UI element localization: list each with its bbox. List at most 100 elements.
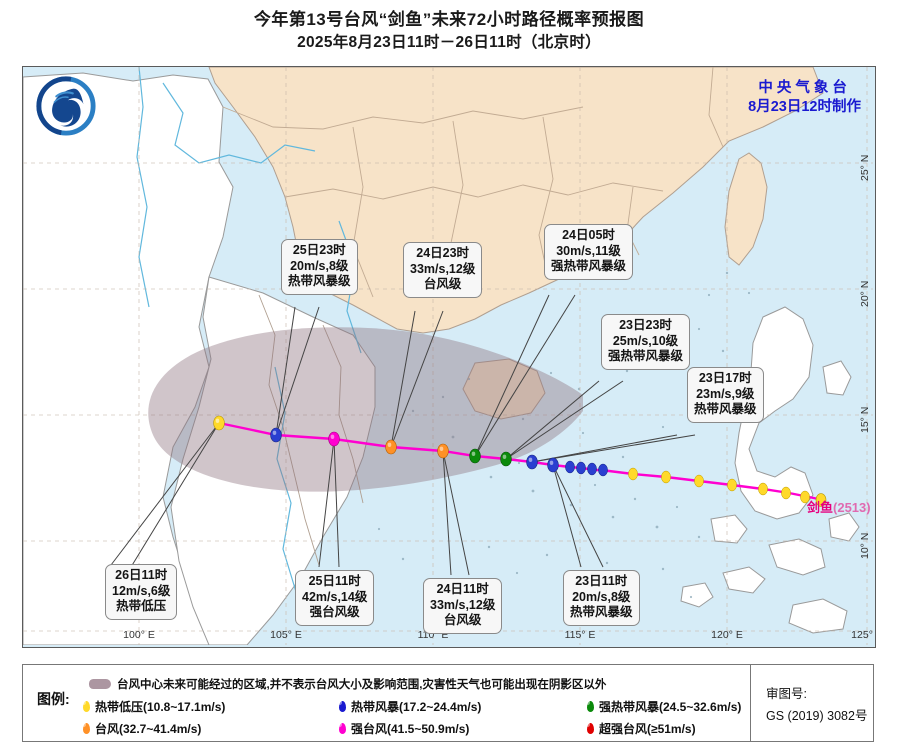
past-marker-td [694,474,704,488]
taiwan-island [724,152,768,266]
forecast-callout-25日11时: 25日11时 42m/s,14级 强台风级 [295,570,375,626]
legend-marker-icon [338,721,346,734]
callout-time: 24日05时 [562,228,615,242]
track-marker-26日11时 [213,415,225,431]
callout-wind: 20m/s,8级 [290,258,349,273]
legend-cone-row: 台风中心未来可能经过的区域,并不表示台风大小及影响范围,灾害性天气也可能出现在阴… [89,673,606,695]
callout-grade: 热带风暴级 [694,402,757,416]
lon-tick-label: 115° E [564,629,596,641]
track-marker-24日23时 [385,439,397,455]
legend-cone-text: 台风中心未来可能经过的区域,并不表示台风大小及影响范围,灾害性天气也可能出现在阴… [117,679,607,691]
storm-name-label: 剑鱼(2513) [807,497,871,516]
legend-item: 台风(32.7~41.4m/s) [82,720,339,737]
callout-grade: 台风级 [423,277,462,291]
typhoon-track-map[interactable]: 中央气象台 8月23日12时制作 剑鱼(2513) 25日23时 20m/s,8级… [22,66,876,648]
forecast-callout-25日23时: 25日23时 20m/s,8级 热带风暴级 [281,239,358,295]
agency-name: 中央气象台 [758,80,851,96]
forecast-callout-23日17时: 23日17时 23m/s,9级 热带风暴级 [687,367,764,423]
legend-right-section: 审图号: GS (2019) 3082号 [752,665,873,741]
observed-track-markers [565,460,827,507]
page-title: 今年第13号台风“剑鱼”未来72小时路径概率预报图 2025年8月23日11时－… [0,8,898,54]
legend-item-label: 强热带风暴(24.5~32.6m/s) [599,699,742,714]
cone-swatch-icon [89,679,111,689]
legend-marker-icon [586,699,594,712]
map-canvas [23,67,873,645]
storm-name-text: 剑鱼 [807,500,834,515]
legend-item: 强热带风暴(24.5~32.6m/s) [586,698,843,715]
lat-tick-label: 15° N [859,406,871,433]
callout-wind: 12m/s,6级 [112,583,171,598]
callout-time: 25日23时 [292,243,346,257]
legend-marker-icon [586,721,594,734]
indochina-landmass [170,276,376,645]
callout-wind: 23m/s,9级 [696,386,755,401]
past-marker-td [781,486,791,500]
lon-tick-label: 100° E [123,629,155,641]
callout-time: 26日11时 [115,568,168,582]
legend-item-label: 超强台风(≥51m/s) [599,721,696,736]
past-marker-current [815,493,827,507]
track-marker-25日23时 [270,427,282,443]
legend-marker-icon [338,699,346,712]
past-marker-ts [576,461,586,475]
track-marker-23日11时 [547,457,559,473]
past-marker-td [628,467,638,481]
title-main-line: 今年第13号台风“剑鱼”未来72小时路径概率预报图 [253,10,645,29]
legend-item: 热带风暴(17.2~24.4m/s) [338,698,587,715]
callout-wind: 33m/s,12级 [430,597,496,612]
lat-tick-label: 20° N [859,280,871,307]
forecast-callout-23日11时: 23日11时 20m/s,8级 热带风暴级 [563,570,640,626]
lon-tick-label: 120° E [711,629,743,641]
approval-number-value: GS (2019) 3082号 [766,709,868,723]
legend-item-label: 台风(32.7~41.4m/s) [95,721,202,736]
philippines-islands [680,306,860,634]
track-marker-23日23时 [500,451,512,467]
callout-grade: 强热带风暴级 [608,349,684,363]
forecast-track-markers [213,415,559,473]
forecast-callout-24日05时: 24日05时 30m/s,11级 强热带风暴级 [544,224,634,280]
callout-time: 23日23时 [619,318,672,332]
callout-grade: 热带低压 [116,599,167,613]
past-marker-ts [587,462,597,476]
forecast-callout-24日11时: 24日11时 33m/s,12级 台风级 [423,578,503,634]
track-marker-24日11时 [437,443,449,459]
past-marker-td [800,490,810,504]
callout-wind: 33m/s,12级 [410,261,476,276]
lon-tick-label: 105° E [270,629,302,641]
callout-time: 25日11时 [308,574,361,588]
legend-item: 超强台风(≥51m/s) [586,720,843,737]
track-marker-25日11时 [328,431,340,447]
callout-wind: 20m/s,8级 [572,589,631,604]
legend-marker-icon [82,721,90,734]
track-marker-24日05时 [469,448,481,464]
hainan-island [462,358,546,420]
track-marker-23日17时 [526,454,538,470]
callout-grade: 强台风级 [309,605,360,619]
callout-time: 23日17时 [698,371,752,385]
past-marker-td [727,478,737,492]
forecast-callout-26日11时: 26日11时 12m/s,6级 热带低压 [105,564,178,620]
legend-item: 热带低压(10.8~17.1m/s) [82,698,339,715]
callout-wind: 30m/s,11级 [556,243,621,258]
callout-time: 24日23时 [416,246,470,260]
forecast-callout-24日23时: 24日23时 33m/s,12级 台风级 [403,242,483,298]
lat-tick-label: 10° N [859,532,871,559]
legend-panel: 图例: 台风中心未来可能经过的区域,并不表示台风大小及影响范围,灾害性天气也可能… [22,664,874,742]
title-sub-line: 2025年8月23日11时－26日11时（北京时） [297,34,601,51]
callout-leader-lines [110,294,696,576]
callout-wind: 42m/s,14级 [302,589,368,604]
legend-items-grid: 热带低压(10.8~17.1m/s) 热带风暴(17.2~24.4m/s) 强热带风… [82,695,743,739]
approval-number-label: 审图号: [766,687,807,701]
callout-time: 24日11时 [436,582,489,596]
agency-issue-time: 8月23日12时制作 [748,99,861,115]
legend-marker-icon [82,699,90,712]
legend-left-section: 图例: 台风中心未来可能经过的区域,并不表示台风大小及影响范围,灾害性天气也可能… [23,665,751,741]
past-marker-ts [598,463,608,477]
legend-item-label: 热带低压(10.8~17.1m/s) [95,699,226,714]
storm-id-text: (2513) [833,500,871,515]
province-border-lines [222,67,724,298]
past-marker-td [661,470,671,484]
legend-item-label: 热带风暴(17.2~24.4m/s) [351,699,482,714]
country-border-lines-2 [322,324,364,504]
forecast-callout-23日23时: 23日23时 25m/s,10级 强热带风暴级 [601,314,691,370]
